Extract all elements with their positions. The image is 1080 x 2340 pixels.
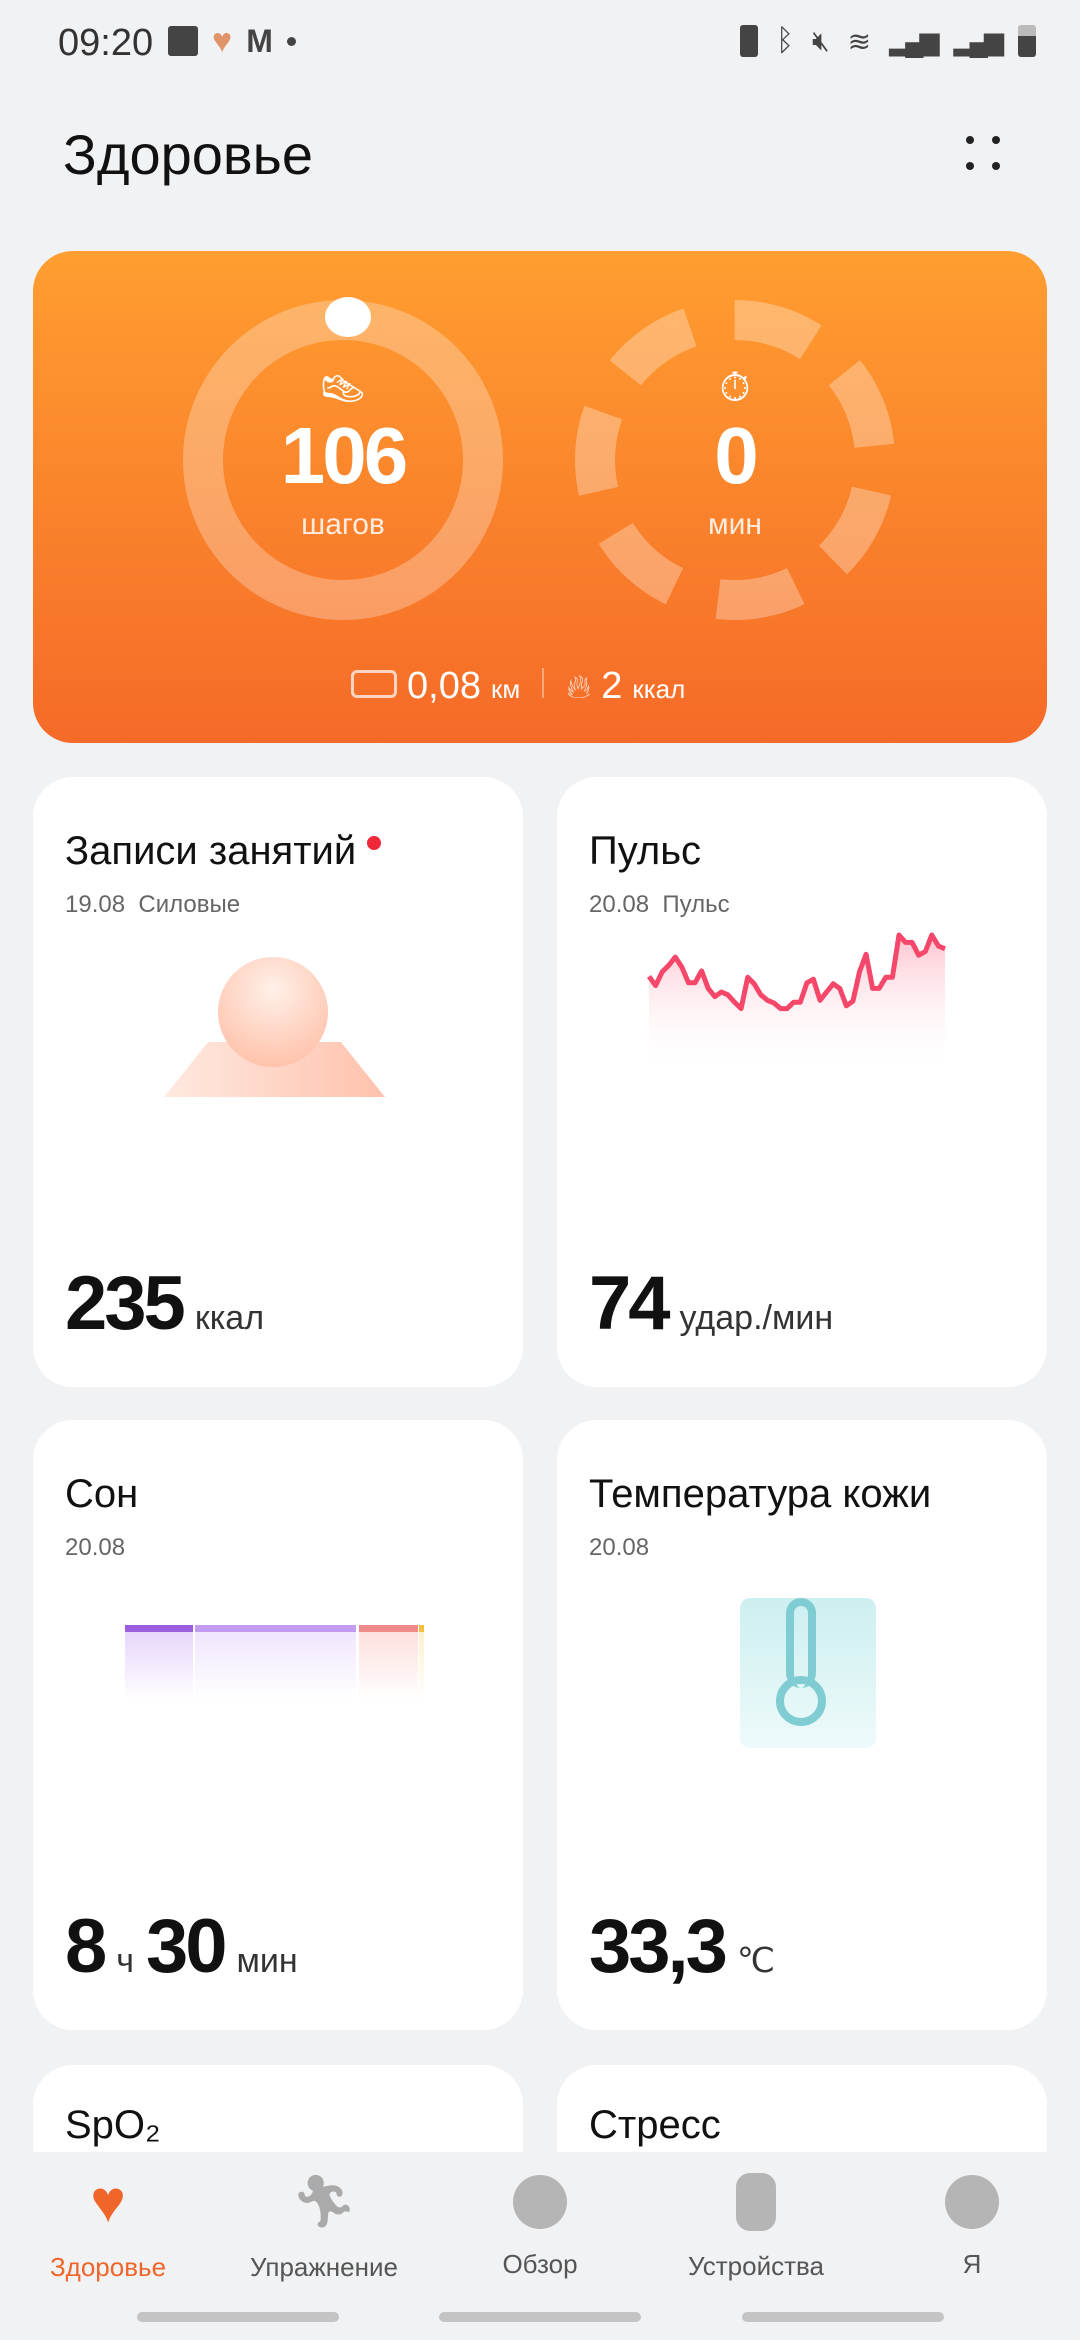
card-heart-rate[interactable]: Пульс 20.08 Пульс 74 удар./мин xyxy=(557,777,1047,1387)
steps-progress-knob xyxy=(325,297,371,337)
battery-icon xyxy=(1017,25,1036,57)
steps-block: 👟︎ 106 шагов xyxy=(223,366,463,542)
calories-unit: ккал xyxy=(632,674,686,704)
activity-summary: 0,08 км 🔥︎ 2 ккал xyxy=(351,665,685,708)
status-time: 09:20 xyxy=(58,22,154,64)
flame-icon: 🔥︎ xyxy=(566,668,592,706)
minutes-block: ⏱︎ 0 мин xyxy=(615,366,855,542)
sleep-rem-segment xyxy=(359,1625,418,1700)
stopwatch-icon: ⏱︎ xyxy=(719,366,751,410)
grid-dots-icon[interactable] xyxy=(960,130,1010,180)
heart-rate-sparkline xyxy=(647,932,946,1072)
card-date: 20.08 Пульс xyxy=(589,891,730,918)
nav-health[interactable]: ♥ Здоровье xyxy=(0,2172,216,2283)
dot-icon xyxy=(286,36,296,46)
signal-icon: ▂▄▆ xyxy=(889,25,939,56)
card-value: 74 удар./мин xyxy=(589,1261,834,1346)
bluetooth-icon: ᛒ xyxy=(776,24,794,57)
divider xyxy=(542,668,545,698)
sleep-deep-segment xyxy=(125,1625,193,1700)
card-sleep[interactable]: Сон 20.08 8 ч 30 мин xyxy=(33,1420,523,2030)
card-title: Сон xyxy=(65,1472,139,1516)
card-skin-temperature[interactable]: Температура кожи 20.08 33,3 ℃ xyxy=(557,1420,1047,2030)
activity-card[interactable]: 👟︎ 106 шагов ⏱︎ 0 мин 0,08 км 🔥︎ 2 ккал xyxy=(33,251,1047,743)
calories-value: 2 xyxy=(601,665,623,707)
health-heart-icon: ♥ xyxy=(212,21,233,60)
nav-devices[interactable]: Устройства xyxy=(648,2172,864,2282)
heart-rate-line xyxy=(647,932,946,1012)
card-stress[interactable]: Стресс xyxy=(557,2065,1047,2152)
profile-icon xyxy=(945,2175,999,2229)
sleep-light-segment xyxy=(195,1625,356,1700)
card-title: Стресс xyxy=(589,2103,721,2147)
mute-icon: 🔇︎ xyxy=(812,24,830,56)
gesture-bar[interactable] xyxy=(137,2312,339,2322)
gmail-icon: M xyxy=(246,22,273,59)
sleep-awake-segment xyxy=(419,1625,424,1700)
distance-value: 0,08 xyxy=(407,665,481,707)
bottom-navigation: ♥ Здоровье 🏃︎ Упражнение Обзор Устройств… xyxy=(0,2152,1080,2312)
card-value: 8 ч 30 мин xyxy=(65,1904,298,1989)
nav-label: Упражнение xyxy=(250,2252,398,2282)
nav-label: Устройства xyxy=(687,2251,825,2281)
nav-label: Я xyxy=(962,2249,982,2279)
card-workout-records[interactable]: Записи занятий 19.08 Силовые 235 ккал xyxy=(33,777,523,1387)
card-title: Записи занятий xyxy=(65,829,382,874)
card-date: 20.08 xyxy=(65,1534,126,1561)
globe-icon xyxy=(513,2175,567,2229)
nav-label: Здоровье xyxy=(49,2252,167,2282)
nav-exercise[interactable]: 🏃︎ Упражнение xyxy=(216,2172,432,2283)
steps-unit: шагов xyxy=(301,508,385,541)
card-spo2[interactable]: SpO₂ xyxy=(33,2065,523,2152)
card-value: 33,3 ℃ xyxy=(589,1904,776,1989)
card-date: 20.08 xyxy=(589,1534,650,1561)
image-icon xyxy=(168,26,198,56)
minutes-value: 0 xyxy=(714,411,759,500)
running-icon: 🏃︎ xyxy=(290,2173,357,2231)
shoe-icon: 👟︎ xyxy=(317,368,369,412)
signal-roaming-icon: ▂▄▆ xyxy=(953,25,1004,56)
minutes-unit: мин xyxy=(708,508,762,541)
nav-label: Обзор xyxy=(502,2249,578,2279)
card-date: 19.08 Силовые xyxy=(65,891,241,918)
card-title: Пульс xyxy=(589,829,702,873)
wifi-icon: ≋ xyxy=(847,25,872,57)
steps-value: 106 xyxy=(280,411,408,500)
card-title: SpO₂ xyxy=(65,2103,161,2147)
battery-saver-icon xyxy=(740,25,758,57)
nav-discover[interactable]: Обзор xyxy=(432,2172,648,2280)
distance-unit: км xyxy=(490,674,521,704)
page-title: Здоровье xyxy=(63,123,314,186)
card-value: 235 ккал xyxy=(65,1261,265,1346)
gesture-bar[interactable] xyxy=(439,2312,641,2322)
nav-me[interactable]: Я xyxy=(864,2172,1080,2280)
watch-icon xyxy=(736,2173,776,2231)
heart-pulse-icon: ♥ xyxy=(90,2168,126,2235)
system-icons: ᛒ 🔇︎ ≋ ▂▄▆ ▂▄▆ xyxy=(740,24,1036,58)
card-title: Температура кожи xyxy=(589,1472,932,1516)
new-badge xyxy=(367,835,382,850)
gesture-bar[interactable] xyxy=(742,2312,944,2322)
ruler-icon xyxy=(351,670,397,698)
status-bar: 09:20 ♥ M ᛒ 🔇︎ ≋ ▂▄▆ ▂▄▆ xyxy=(0,0,1080,90)
workout-ball-icon xyxy=(218,957,328,1067)
thermometer-icon xyxy=(740,1598,876,1748)
notification-icons: ♥ M xyxy=(168,21,296,60)
